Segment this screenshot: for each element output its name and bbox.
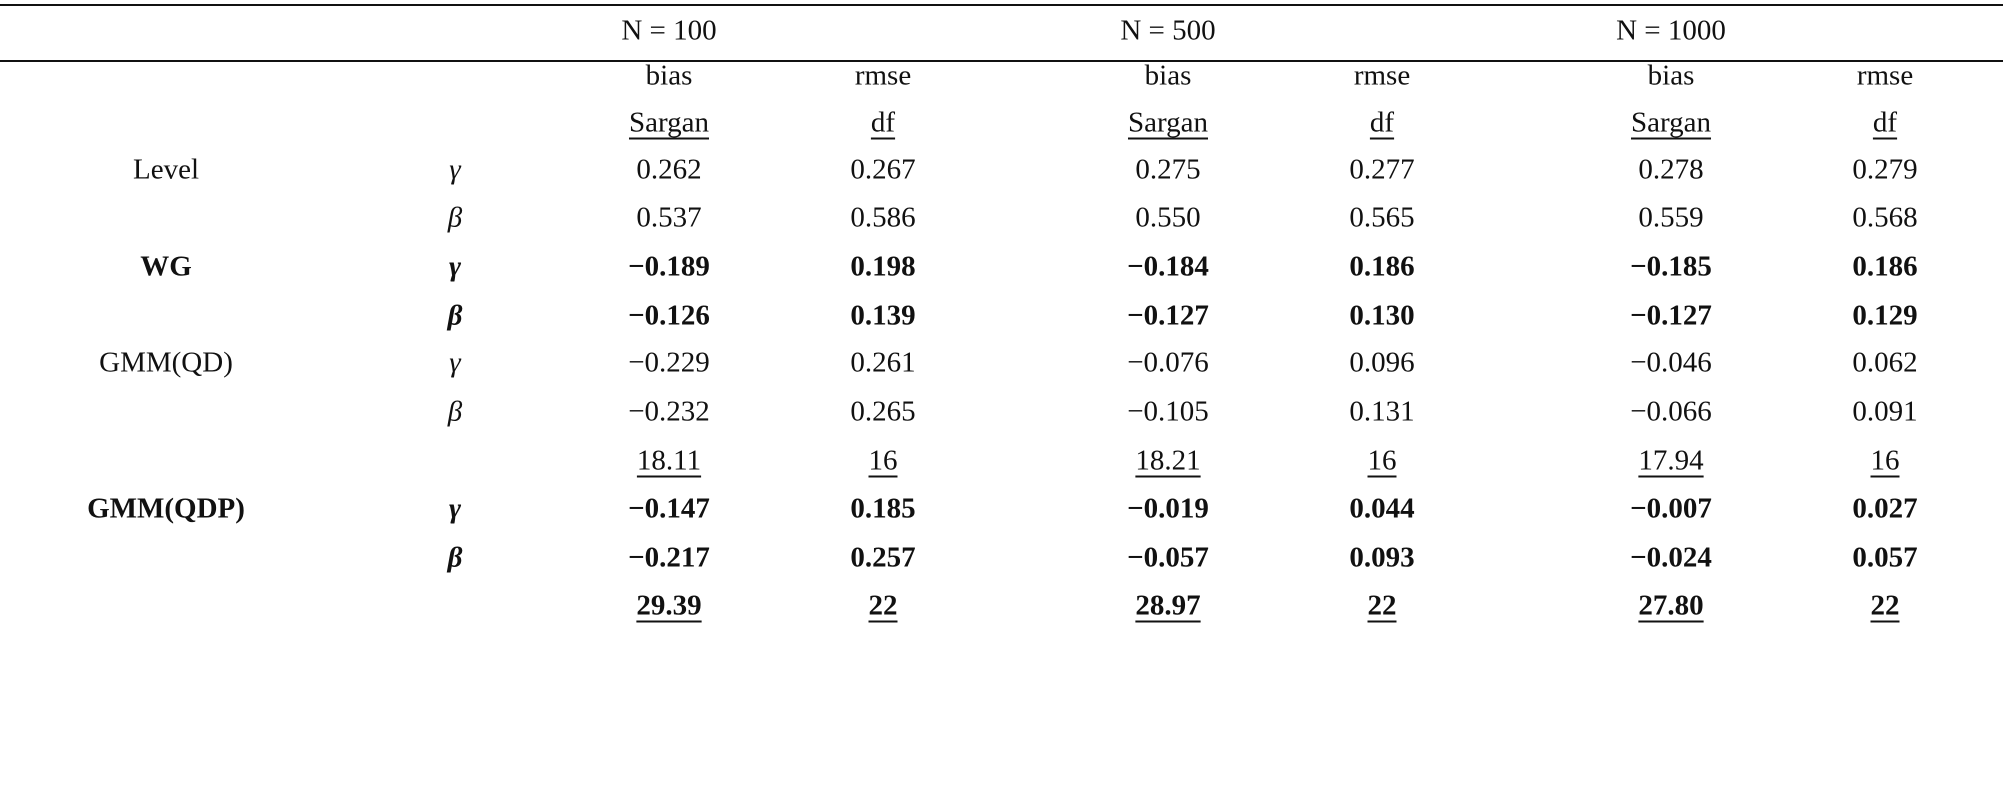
table-cell: 0.279 (1852, 153, 1918, 186)
row-parameter: β (447, 395, 463, 428)
table-cell: 18.21 (1135, 444, 1201, 477)
column-subheader: df (1369, 106, 1395, 139)
table-cell: −0.105 (1127, 395, 1209, 428)
group-header: N = 100 (621, 14, 717, 47)
table-cell: 0.550 (1135, 201, 1201, 234)
table-cell: 0.559 (1638, 201, 1704, 234)
column-header: bias (1144, 59, 1192, 92)
table-cell: 0.129 (1852, 299, 1918, 332)
table-cell: −0.007 (1630, 492, 1712, 525)
column-subheader: Sargan (1127, 106, 1209, 139)
table-cell: 22 (1367, 589, 1397, 622)
table-cell: −0.127 (1630, 299, 1712, 332)
row-parameter: γ (448, 250, 462, 283)
table-cell: −0.217 (628, 541, 710, 574)
column-header: bias (645, 59, 693, 92)
group-header: N = 500 (1120, 14, 1216, 47)
column-subheader: Sargan (628, 106, 710, 139)
table-cell: 0.262 (636, 153, 702, 186)
table-cell: −0.019 (1127, 492, 1209, 525)
table-cell: 0.186 (1349, 250, 1415, 283)
table-cell: −0.126 (628, 299, 710, 332)
column-header: rmse (854, 59, 912, 92)
table-cell: 0.096 (1349, 346, 1415, 379)
table-cell: 0.091 (1852, 395, 1918, 428)
top-rule (0, 4, 2003, 6)
table-cell: −0.066 (1630, 395, 1712, 428)
table-cell: 0.265 (850, 395, 916, 428)
table-cell: 16 (1367, 444, 1397, 477)
table-cell: −0.024 (1630, 541, 1712, 574)
table-cell: 0.093 (1349, 541, 1415, 574)
table-cell: 0.062 (1852, 346, 1918, 379)
column-header: rmse (1353, 59, 1411, 92)
table-cell: 0.278 (1638, 153, 1704, 186)
table-cell: 22 (868, 589, 898, 622)
header-rule (0, 60, 2003, 62)
table-cell: 0.027 (1852, 492, 1918, 525)
row-parameter: β (447, 299, 463, 332)
column-subheader: df (870, 106, 896, 139)
row-parameter: β (447, 541, 463, 574)
table-cell: −0.185 (1630, 250, 1712, 283)
table-cell: 0.044 (1349, 492, 1415, 525)
table-cell: 0.277 (1349, 153, 1415, 186)
column-header: bias (1647, 59, 1695, 92)
row-method-label: GMM(QD) (99, 346, 233, 379)
table-cell: 29.39 (636, 589, 702, 622)
table-cell: −0.046 (1630, 346, 1712, 379)
row-parameter: γ (449, 346, 461, 379)
table-cell: 0.131 (1349, 395, 1415, 428)
table-cell: 0.130 (1349, 299, 1415, 332)
table-cell: 0.275 (1135, 153, 1201, 186)
table-cell: −0.057 (1127, 541, 1209, 574)
table-cell: 0.568 (1852, 201, 1918, 234)
table-cell: −0.147 (628, 492, 710, 525)
table-cell: 22 (1870, 589, 1900, 622)
table-cell: −0.189 (628, 250, 710, 283)
table-cell: 18.11 (636, 444, 702, 477)
table-cell: 0.198 (850, 250, 916, 283)
row-method-label: GMM(QDP) (87, 492, 245, 525)
table-cell: 17.94 (1638, 444, 1704, 477)
row-method-label: WG (140, 250, 192, 283)
table-cell: 28.97 (1135, 589, 1201, 622)
table-cell: 0.186 (1852, 250, 1918, 283)
table-cell: −0.127 (1127, 299, 1209, 332)
row-parameter: β (447, 201, 463, 234)
table-cell: 27.80 (1638, 589, 1704, 622)
column-subheader: Sargan (1630, 106, 1712, 139)
column-header: rmse (1856, 59, 1914, 92)
table-cell: 16 (1870, 444, 1900, 477)
table-cell: 0.057 (1852, 541, 1918, 574)
row-parameter: γ (448, 492, 462, 525)
row-parameter: γ (449, 153, 461, 186)
table-cell: 0.139 (850, 299, 916, 332)
table-cell: 0.261 (850, 346, 916, 379)
row-method-label: Level (132, 153, 200, 186)
table-cell: 16 (868, 444, 898, 477)
table-cell: 0.267 (850, 153, 916, 186)
table-cell: 0.565 (1349, 201, 1415, 234)
table-cell: 0.586 (850, 201, 916, 234)
table-cell: 0.185 (850, 492, 916, 525)
table-cell: 0.257 (850, 541, 916, 574)
table-cell: 0.537 (636, 201, 702, 234)
table-cell: −0.184 (1127, 250, 1209, 283)
table-cell: −0.232 (628, 395, 710, 428)
table-cell: −0.076 (1127, 346, 1209, 379)
column-subheader: df (1872, 106, 1898, 139)
table-cell: −0.229 (628, 346, 710, 379)
group-header: N = 1000 (1616, 14, 1726, 47)
